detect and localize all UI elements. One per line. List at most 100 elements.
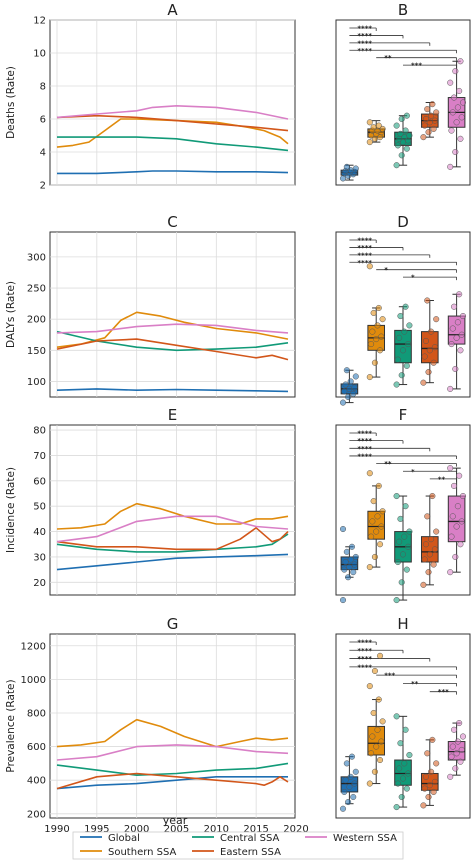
panel-A: A 2 4 6 8 10 12 Deaths (Rate) bbox=[5, 1, 296, 192]
data-point bbox=[422, 773, 430, 780]
series-line-global bbox=[56, 775, 288, 790]
plot-frame bbox=[335, 19, 471, 186]
data-point bbox=[452, 148, 459, 156]
data-point bbox=[393, 492, 400, 500]
data-point bbox=[433, 316, 440, 323]
data-point bbox=[447, 79, 454, 86]
data-point bbox=[366, 470, 373, 477]
data-point bbox=[399, 775, 407, 782]
data-point bbox=[422, 541, 430, 548]
data-point bbox=[433, 760, 440, 767]
series-line-global bbox=[57, 170, 289, 175]
sig-label: * bbox=[411, 274, 415, 282]
data-point bbox=[351, 780, 358, 787]
y-axis-label: Prevalence (Rate) bbox=[5, 679, 17, 772]
x-tick-label: 2005 bbox=[164, 824, 189, 835]
data-point bbox=[393, 597, 400, 604]
data-point bbox=[458, 746, 465, 753]
data-point bbox=[350, 793, 357, 801]
data-point bbox=[431, 117, 438, 124]
y-tick-label: 80 bbox=[33, 426, 46, 437]
data-point bbox=[368, 341, 375, 348]
sig-label: * bbox=[411, 468, 415, 476]
data-point bbox=[351, 384, 358, 391]
y-tick-label: 60 bbox=[33, 476, 46, 487]
data-point bbox=[393, 804, 400, 811]
box-southern-ssa bbox=[367, 510, 386, 540]
data-point bbox=[343, 367, 350, 374]
data-point bbox=[428, 536, 435, 543]
data-point bbox=[453, 119, 460, 126]
data-point bbox=[429, 736, 436, 743]
data-point bbox=[398, 115, 405, 123]
sig-label: **** bbox=[357, 437, 372, 445]
y-tick-label: 50 bbox=[33, 502, 46, 513]
data-point bbox=[433, 528, 440, 535]
sig-label: ** bbox=[384, 54, 392, 62]
x-tick-label: 2015 bbox=[243, 824, 268, 835]
data-point bbox=[447, 163, 454, 170]
data-point bbox=[406, 751, 413, 759]
data-point bbox=[458, 331, 465, 338]
data-point bbox=[428, 112, 435, 119]
data-point bbox=[368, 533, 375, 540]
data-point bbox=[448, 753, 455, 760]
data-point bbox=[425, 793, 432, 801]
data-point bbox=[352, 553, 359, 560]
y-tick-label: 1200 bbox=[21, 641, 46, 652]
data-point bbox=[366, 263, 373, 270]
y-tick-label: 100 bbox=[27, 377, 46, 388]
data-point bbox=[378, 738, 385, 745]
data-point bbox=[346, 783, 353, 790]
data-point bbox=[426, 347, 433, 354]
data-point bbox=[378, 523, 385, 530]
data-point bbox=[420, 134, 427, 141]
data-point bbox=[425, 569, 432, 576]
data-point bbox=[420, 379, 427, 386]
data-point bbox=[398, 793, 405, 801]
data-point bbox=[342, 558, 349, 566]
data-point bbox=[433, 109, 440, 116]
y-tick-label: 10 bbox=[33, 49, 46, 60]
data-point bbox=[429, 492, 436, 500]
data-point bbox=[339, 525, 347, 533]
data-point bbox=[449, 743, 456, 750]
y-axis-label: DALYs (Rate) bbox=[5, 281, 17, 348]
sig-label: *** bbox=[384, 672, 395, 680]
data-point bbox=[447, 465, 454, 472]
sig-label: **** bbox=[357, 663, 372, 671]
data-point bbox=[352, 373, 359, 380]
y-tick-label: 200 bbox=[27, 809, 46, 820]
data-point bbox=[401, 328, 408, 335]
data-point bbox=[341, 566, 348, 573]
data-point bbox=[452, 365, 459, 373]
data-point bbox=[457, 135, 464, 142]
data-point bbox=[424, 106, 431, 113]
data-point bbox=[447, 569, 454, 576]
data-point bbox=[345, 574, 352, 581]
data-point bbox=[403, 566, 410, 573]
panel-letter: H bbox=[397, 615, 408, 633]
data-point bbox=[430, 561, 437, 568]
data-point bbox=[457, 347, 464, 354]
data-point bbox=[456, 87, 463, 94]
y-tick-label: 20 bbox=[33, 578, 46, 589]
data-point bbox=[420, 581, 427, 588]
sig-label: * bbox=[384, 266, 388, 274]
data-point bbox=[343, 163, 350, 170]
data-point bbox=[429, 101, 436, 108]
data-point bbox=[348, 543, 356, 550]
data-point bbox=[373, 336, 380, 343]
data-point bbox=[452, 553, 459, 560]
sig-label: **** bbox=[357, 647, 372, 655]
y-tick-label: 250 bbox=[27, 284, 46, 295]
data-point bbox=[351, 561, 358, 568]
data-point bbox=[428, 328, 435, 335]
series-line-eastern-ssa bbox=[56, 772, 289, 790]
data-point bbox=[348, 753, 356, 760]
sig-label: **** bbox=[357, 639, 372, 647]
data-point bbox=[403, 112, 410, 119]
data-point bbox=[376, 541, 384, 548]
data-point bbox=[370, 709, 377, 717]
data-point bbox=[450, 94, 458, 101]
